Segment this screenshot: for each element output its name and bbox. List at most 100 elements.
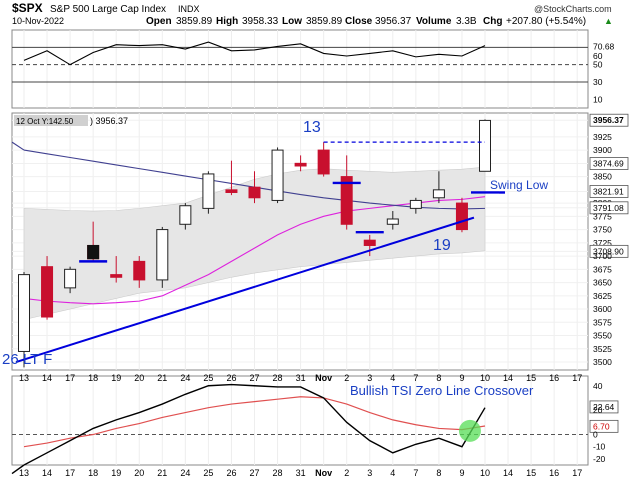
- panel-frame-3: [11, 375, 589, 466]
- x-tick-label: 3: [367, 468, 372, 478]
- x-tick-label: 4: [390, 373, 395, 383]
- x-tick-label: 24: [180, 373, 190, 383]
- indicator-tick-label: 30: [593, 77, 603, 87]
- x-tick-label: 31: [296, 373, 306, 383]
- x-tick-label: 9: [459, 373, 464, 383]
- candle-body: [18, 274, 30, 352]
- indicator-line: [23, 41, 486, 66]
- x-tick-label: 20: [134, 373, 144, 383]
- x-tick-label: 25: [203, 468, 213, 478]
- high-label: High: [216, 16, 238, 27]
- x-tick-label: 7: [413, 468, 418, 478]
- candle-body: [271, 149, 284, 201]
- price-tick-label: 3821.91: [593, 186, 624, 196]
- tooltip-box: [14, 115, 88, 126]
- tsi-tick-label: 20: [593, 405, 603, 415]
- ma-short-line: [23, 196, 486, 305]
- x-tick-label: 7: [413, 373, 418, 383]
- x-tick-label: 20: [134, 468, 144, 478]
- label-13: 13: [303, 119, 321, 136]
- tooltip-text: 12 Oct Y:142.50: [16, 117, 74, 126]
- tsi-tick-box: [589, 419, 619, 433]
- x-tick-label: 9: [459, 468, 464, 478]
- volume-label: Volume: [416, 16, 452, 27]
- candle-body: [317, 149, 330, 175]
- low-label: Low: [282, 16, 302, 27]
- price-tick-box: [589, 185, 629, 198]
- price-tick-label: 3708.90: [593, 246, 624, 256]
- price-tick-label: 3850: [593, 172, 612, 182]
- x-tick-label: 8: [436, 468, 441, 478]
- swing-low-label: Swing Low: [490, 178, 548, 192]
- ma-long-line-start: [11, 141, 25, 151]
- x-tick-label: 16: [549, 373, 559, 383]
- close-value: 3956.37: [375, 16, 412, 27]
- support-trendline: [15, 216, 475, 364]
- tsi-tick-label: 22.64: [593, 402, 615, 412]
- x-tick-label: 14: [42, 373, 52, 383]
- x-tick-label: 14: [503, 468, 513, 478]
- x-tick-label: 2: [344, 468, 349, 478]
- price-tick-label: 3750: [593, 225, 612, 235]
- volume-value: 3.3B: [456, 16, 477, 27]
- x-tick-label: 13: [19, 373, 29, 383]
- x-tick-label: Nov: [315, 373, 332, 383]
- candle-body-black: [87, 244, 100, 260]
- x-tick-label: 4: [390, 468, 395, 478]
- tsi-tick-box: [589, 400, 619, 414]
- price-tick-label: 3575: [593, 317, 612, 327]
- x-tick-label: 15: [526, 373, 536, 383]
- open-label: Open: [146, 16, 172, 27]
- candle-body: [294, 162, 307, 167]
- x-tick-label: 13: [19, 468, 29, 478]
- price-tick-label: 3725: [593, 238, 612, 248]
- price-tick-label: 3625: [593, 291, 612, 301]
- price-tick-label: 3874.69: [593, 159, 624, 169]
- crossover-highlight: [458, 419, 481, 442]
- trendline-label: 26 LT F: [2, 351, 52, 368]
- x-tick-label: 28: [273, 373, 283, 383]
- x-tick-label: 17: [65, 468, 75, 478]
- indicator-tick-label: 50: [593, 60, 603, 70]
- indicator-tick-label: 60: [593, 51, 603, 61]
- price-tick-label: 3550: [593, 331, 612, 341]
- low-value: 3859.89: [306, 16, 343, 27]
- x-tick-label: 2: [344, 373, 349, 383]
- candle-body: [432, 189, 445, 199]
- x-tick-label: 17: [65, 373, 75, 383]
- price-tick-label: 3791.08: [593, 203, 624, 213]
- x-tick-label: Nov: [315, 468, 332, 478]
- tsi-tick-label: 0: [593, 430, 598, 440]
- candle-body: [225, 189, 238, 193]
- price-tick-label: 3925: [593, 132, 612, 142]
- price-tick-label: 3675: [593, 264, 612, 274]
- chg-label: Chg: [483, 16, 502, 27]
- candle-body: [455, 202, 468, 231]
- x-tick-label: 3: [367, 373, 372, 383]
- price-tick-label: 3600: [593, 304, 612, 314]
- x-tick-label: 15: [526, 468, 536, 478]
- label-19: 19: [433, 237, 451, 254]
- candle-body: [340, 176, 353, 225]
- tsi-tick-label: 6.70: [593, 421, 610, 431]
- price-tick-label: 3775: [593, 211, 612, 221]
- close-label: Close: [345, 16, 373, 27]
- x-tick-label: 21: [157, 373, 167, 383]
- x-tick-label: 24: [180, 468, 190, 478]
- x-tick-label: 14: [42, 468, 52, 478]
- candle-body: [363, 239, 376, 246]
- x-tick-label: 27: [249, 373, 259, 383]
- price-tick-label: 3900: [593, 145, 612, 155]
- candle-body: [110, 274, 123, 278]
- tsi-line-start: [11, 464, 25, 475]
- x-tick-label: 26: [226, 373, 236, 383]
- price-tick-box: [589, 113, 629, 127]
- candle-body: [179, 205, 192, 225]
- price-tick-label: 3700: [593, 251, 612, 261]
- x-tick-label: 19: [111, 373, 121, 383]
- price-tick-label: 3650: [593, 278, 612, 288]
- candle-body: [479, 119, 491, 172]
- x-tick-label: 19: [111, 468, 121, 478]
- exchange-label: INDX: [178, 4, 200, 14]
